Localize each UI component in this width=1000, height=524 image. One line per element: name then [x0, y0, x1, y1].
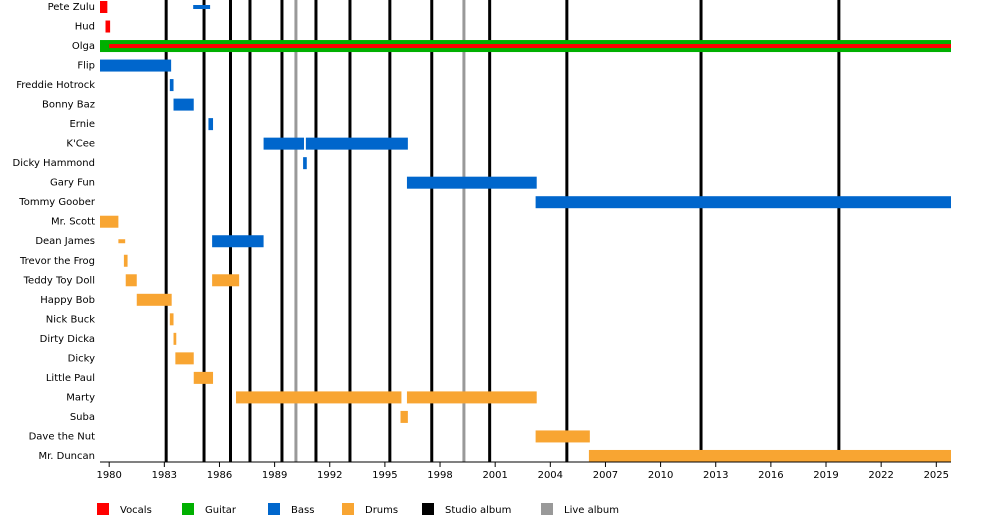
member-bar	[118, 239, 126, 244]
x-tick-label: 1980	[96, 470, 121, 481]
member-bar	[173, 332, 177, 345]
member-bar	[305, 137, 408, 150]
member-label: Dicky	[68, 353, 95, 364]
legend-label: Guitar	[205, 505, 237, 516]
member-bar	[100, 215, 119, 228]
x-tick-label: 2004	[538, 470, 563, 481]
member-bar	[208, 118, 214, 131]
member-label: Bonny Baz	[42, 100, 95, 111]
member-bar	[400, 410, 408, 423]
x-tick-label: 2013	[703, 470, 728, 481]
member-label: Mr. Scott	[51, 217, 95, 228]
x-tick-label: 1995	[372, 470, 397, 481]
member-bar	[303, 157, 307, 170]
member-bar	[212, 274, 240, 287]
x-tick-label: 2001	[482, 470, 507, 481]
member-bar	[406, 176, 537, 189]
member-label: Tommy Goober	[18, 197, 96, 208]
x-tick-label: 2016	[758, 470, 783, 481]
x-tick-label: 1986	[207, 470, 232, 481]
legend-swatch	[342, 503, 354, 515]
member-bar	[406, 391, 537, 404]
legend-swatch	[268, 503, 280, 515]
member-label: Happy Bob	[40, 295, 95, 306]
member-bar	[535, 430, 590, 443]
member-bar	[105, 20, 111, 33]
legend-label: Studio album	[445, 505, 511, 516]
member-bar	[100, 59, 172, 72]
member-label: Nick Buck	[46, 314, 95, 325]
legend-label: Drums	[365, 505, 398, 516]
member-bar	[535, 196, 951, 209]
member-bar	[123, 254, 128, 267]
member-bar	[588, 449, 951, 462]
legend-label: Bass	[291, 505, 314, 516]
member-label: Marty	[66, 392, 95, 403]
member-bar	[263, 137, 305, 150]
member-label: Little Paul	[46, 373, 95, 384]
x-tick-label: 2022	[868, 470, 893, 481]
member-label: Teddy Toy Doll	[23, 275, 95, 286]
member-label: Trevor the Frog	[19, 256, 95, 267]
member-label: Gary Fun	[50, 178, 95, 189]
x-tick-label: 2019	[813, 470, 838, 481]
member-label: Dave the Nut	[29, 431, 95, 442]
member-bar	[212, 235, 264, 248]
member-bar	[175, 352, 194, 365]
member-label: K'Cee	[66, 139, 95, 150]
member-bar	[109, 44, 951, 49]
member-label: Hud	[75, 22, 95, 33]
member-label: Ernie	[69, 119, 95, 130]
member-label: Freddie Hotrock	[16, 80, 95, 91]
x-tick-label: 2007	[593, 470, 618, 481]
legend-swatch	[541, 503, 553, 515]
x-tick-label: 2025	[924, 470, 949, 481]
member-label: Dean James	[35, 236, 95, 247]
member-bar	[169, 313, 174, 326]
member-bar	[100, 1, 108, 13]
legend-swatch	[182, 503, 194, 515]
member-label: Dirty Dicka	[40, 334, 95, 345]
member-bar	[236, 391, 402, 404]
member-bar	[136, 293, 172, 306]
x-tick-label: 1983	[152, 470, 177, 481]
member-label: Mr. Duncan	[38, 451, 95, 462]
legend-swatch	[97, 503, 109, 515]
x-tick-label: 1989	[262, 470, 287, 481]
member-label: Suba	[70, 412, 95, 423]
member-label: Flip	[77, 61, 95, 72]
legend-swatch	[422, 503, 434, 515]
member-bar	[125, 274, 137, 287]
x-tick-label: 1992	[317, 470, 342, 481]
legend-label: Live album	[564, 505, 619, 516]
x-tick-label: 1998	[427, 470, 452, 481]
member-bar	[173, 98, 194, 111]
x-tick-label: 2010	[648, 470, 673, 481]
member-label: Dicky Hammond	[13, 158, 95, 169]
legend-label: Vocals	[120, 505, 152, 516]
member-bar	[193, 371, 214, 384]
member-label: Pete Zulu	[48, 2, 95, 13]
member-bar	[169, 79, 174, 92]
member-bar	[193, 5, 211, 9]
member-label: Olga	[72, 41, 95, 52]
